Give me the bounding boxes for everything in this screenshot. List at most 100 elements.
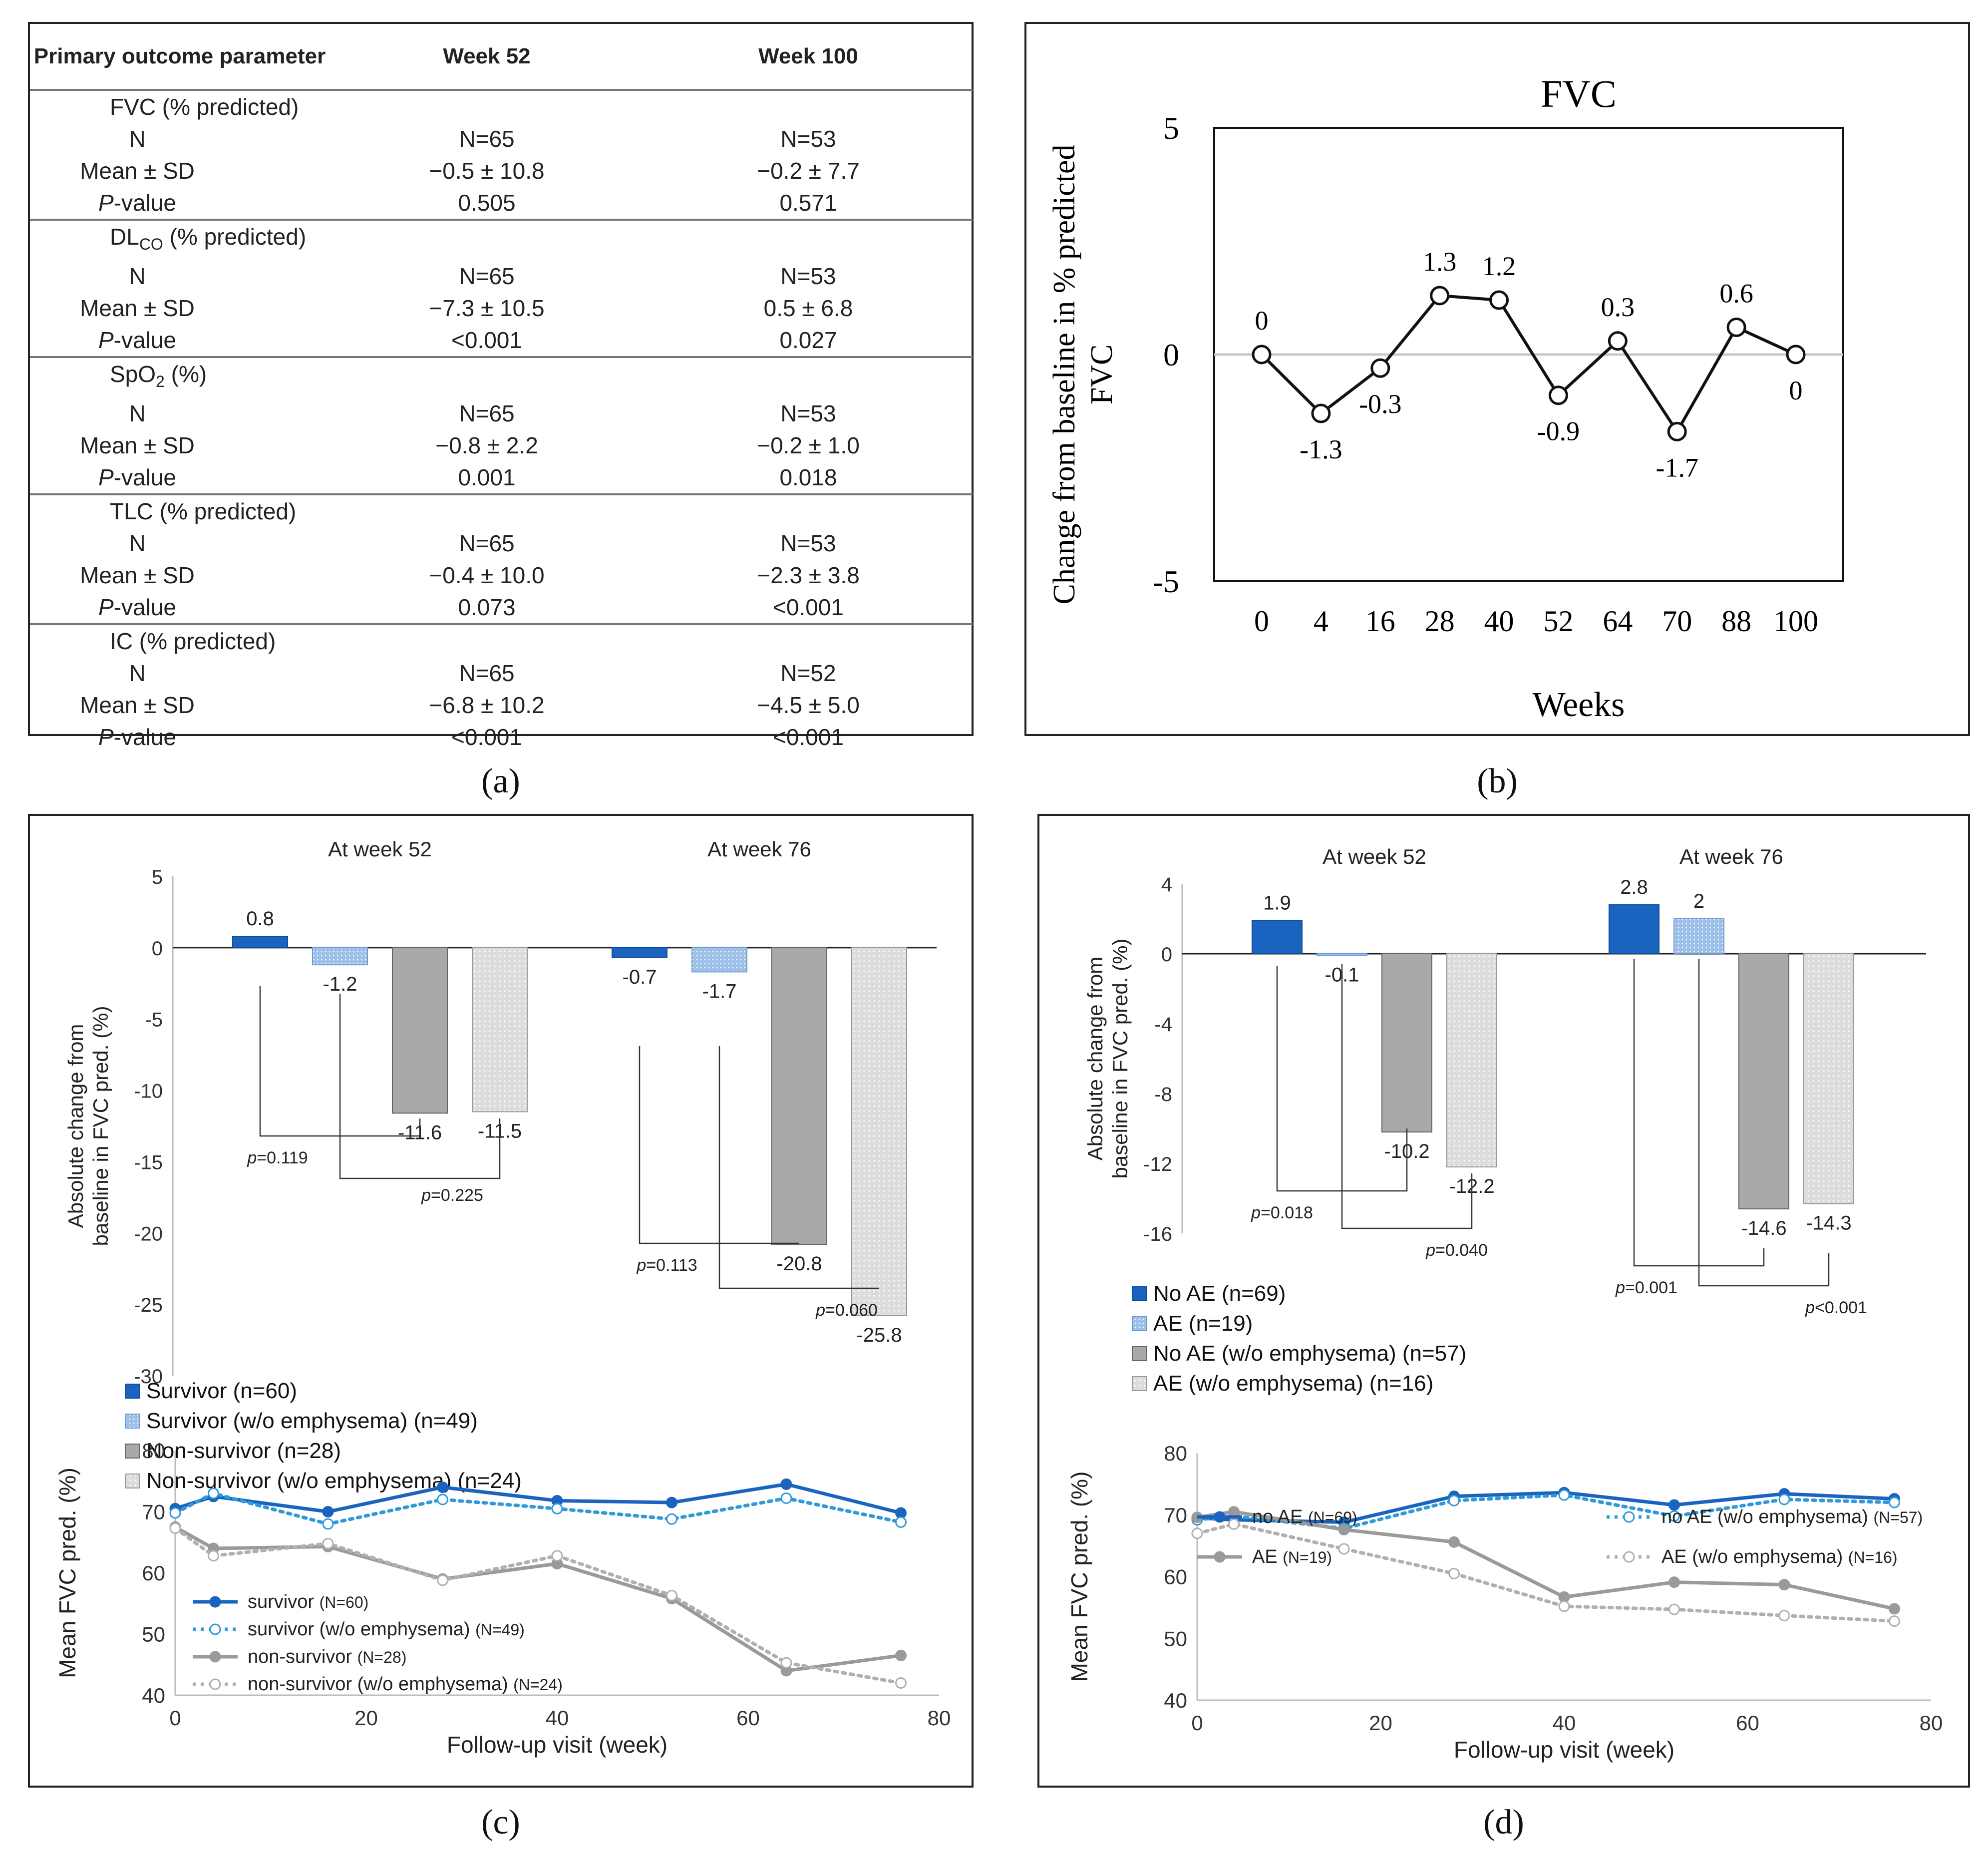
table-row: N N=65 N=53 [30, 397, 973, 429]
line-y-tick-label: 40 [142, 1684, 165, 1707]
line-y-axis-label: Mean FVC pred. (%) [1066, 1472, 1092, 1682]
line-legend-marker [209, 1678, 221, 1690]
line-y-tick-label: 60 [1164, 1565, 1187, 1589]
bar-y-tick-label: -4 [1154, 1014, 1172, 1036]
bar-group-label: At week 52 [328, 837, 432, 861]
table-cell: −2.3 ± 3.8 [757, 562, 860, 589]
line-legend-n: (N=69) [1308, 1508, 1357, 1526]
y-tick-label: -5 [1153, 564, 1179, 599]
y-axis-label: Change from baseline in % predicted FVC [1047, 144, 1119, 604]
line-x-tick-label: 60 [1736, 1711, 1759, 1735]
line-y-tick-label: 50 [142, 1623, 165, 1646]
line-x-tick-label: 40 [1553, 1711, 1576, 1735]
series-point [437, 1493, 448, 1505]
table-cell: N [129, 263, 146, 290]
significance-bracket [718, 1046, 879, 1289]
table-cell: <0.001 [451, 327, 522, 354]
line-legend-n: (N=28) [357, 1648, 407, 1666]
line-legend-label: survivor (N=60) [248, 1591, 368, 1612]
series-point [1338, 1523, 1350, 1535]
line-legend-n: (N=49) [475, 1621, 525, 1639]
p-value-italic: p [1425, 1241, 1435, 1260]
line-legend-label: no AE (N=69) [1252, 1506, 1357, 1527]
y-axis-label-line2: FVC [1085, 345, 1119, 405]
series-point [1448, 1494, 1460, 1506]
series-point [780, 1492, 792, 1504]
table-group-row: SpO2 (%) [30, 356, 973, 398]
x-tick-label: 52 [1543, 605, 1573, 638]
line-legend-name: survivor [248, 1591, 320, 1612]
p-value-label: p<0.001 [1805, 1298, 1867, 1317]
bar [1252, 920, 1303, 954]
data-label: 0.6 [1719, 279, 1753, 309]
data-label: 0 [1255, 306, 1269, 336]
line-legend-marker [209, 1596, 221, 1608]
p-value-label: p=0.040 [1425, 1241, 1488, 1260]
bar-y-axis-label-line2: baseline in FVC pred. (%) [89, 1006, 112, 1246]
table-row: N N=65 N=53 [30, 260, 973, 292]
series-point [1668, 1510, 1680, 1522]
line-legend-label: AE (w/o emphysema) (N=16) [1661, 1546, 1898, 1567]
table-header-week100: Week 100 [644, 24, 973, 91]
series-point [780, 1657, 792, 1669]
line-legend-n: (N=24) [513, 1676, 563, 1694]
bar-y-tick-label: -20 [134, 1223, 163, 1245]
series-point [437, 1574, 448, 1586]
outcome-table: Primary outcome parameter Week 52 Week 1… [30, 24, 973, 753]
data-label: 1.2 [1482, 251, 1516, 281]
bar [1446, 953, 1497, 1167]
line-y-tick-label: 70 [1164, 1503, 1187, 1527]
series-point [551, 1550, 563, 1562]
line-legend-name: no AE [1252, 1506, 1308, 1527]
table-group-name: SpO2 (%) [30, 356, 973, 398]
table-row: P-value <0.001 <0.001 [30, 721, 973, 753]
bar [612, 947, 667, 958]
significance-bracket [339, 994, 501, 1179]
table-cell: Mean ± SD [80, 562, 195, 589]
series-line [1195, 1490, 1896, 1524]
table-row: Mean ± SD −0.8 ± 2.2 −0.2 ± 1.0 [30, 429, 973, 461]
series-point [1778, 1579, 1790, 1591]
series-point [1668, 1499, 1680, 1511]
series-line [173, 1525, 903, 1673]
line-legend-n: (N=19) [1283, 1548, 1332, 1566]
table-cell: 0.001 [458, 464, 516, 491]
line-legend-n: (N=16) [1848, 1548, 1898, 1566]
bar [1803, 953, 1854, 1204]
series-line [1195, 1510, 1896, 1611]
bar [312, 947, 368, 966]
p-value-label: p=0.119 [247, 1148, 308, 1167]
line-x-tick-label: 60 [736, 1706, 760, 1730]
line-x-tick-label: 20 [1369, 1711, 1392, 1735]
legend-swatch [1132, 1316, 1147, 1331]
data-label: 0 [1789, 375, 1803, 405]
line-legend-name: survivor (w/o emphysema) [248, 1619, 475, 1640]
line-x-axis-label: Follow-up visit (week) [447, 1732, 667, 1758]
bar [232, 936, 288, 948]
p-value-number: =0.225 [431, 1186, 483, 1205]
table-cell: Mean ± SD [80, 432, 195, 459]
data-point [1252, 345, 1272, 365]
bar-y-tick-label: 5 [152, 866, 163, 888]
y-axis-label-line1: Change from baseline in % predicted [1047, 144, 1081, 604]
data-point [1608, 331, 1628, 351]
table-cell: −6.8 ± 10.2 [429, 692, 545, 719]
table-cell: N=53 [780, 126, 836, 152]
bar [1673, 918, 1724, 954]
table-cell: N=53 [780, 530, 836, 557]
bar-y-tick-label: -5 [145, 1009, 163, 1031]
line-legend-name: no AE (w/o emphysema) [1661, 1506, 1874, 1527]
x-tick-label: 0 [1254, 605, 1269, 638]
series-point [322, 1506, 334, 1517]
line-x-tick-label: 0 [1191, 1711, 1203, 1735]
x-tick-label: 100 [1773, 605, 1818, 638]
table-group-name: TLC (% predicted) [30, 493, 973, 528]
bar-y-tick-label: -12 [1143, 1153, 1172, 1175]
line-legend-name: non-survivor [248, 1646, 357, 1667]
line-legend-n: (N=60) [320, 1593, 369, 1611]
series-point [1778, 1609, 1790, 1621]
bar-data-label: -14.3 [1806, 1212, 1851, 1234]
table-cell: N=65 [459, 660, 515, 687]
legend-swatch [125, 1444, 140, 1459]
bar [1381, 953, 1432, 1132]
